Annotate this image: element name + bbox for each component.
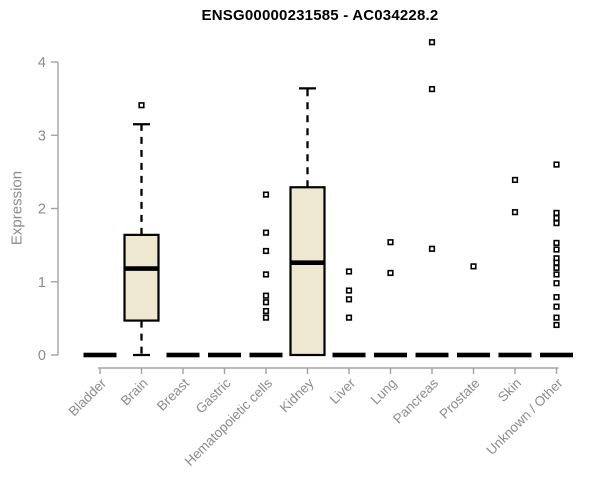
outlier-point [345,296,353,303]
y-tick-label: 3 [38,128,46,144]
collapsed-box [457,352,490,358]
y-tick-label: 1 [38,275,46,291]
iqr-box [123,233,160,322]
outlier-point [262,229,270,236]
iqr-box [289,186,326,357]
outlier-point [262,271,270,278]
chart-title: ENSG00000231585 - AC034228.2 [201,7,439,24]
outlier-point [345,287,353,294]
outlier-point [387,239,394,246]
y-tick-label: 2 [38,202,46,218]
outlier-point [553,264,560,271]
y-tick-label: 0 [38,348,46,364]
outlier-point [262,247,270,255]
outlier-point [553,239,560,247]
collapsed-box [249,352,283,358]
x-tick-label-pancreas: Pancreas [390,375,441,426]
x-tick-label-breast: Breast [154,375,192,413]
boxplot-gastric [208,352,241,358]
outlier-point [553,259,560,266]
collapsed-box [332,352,366,358]
outlier-point [345,268,353,275]
outlier-point [262,299,270,306]
boxplot-skin [498,176,532,358]
outlier-point [553,314,560,321]
outlier-point [262,292,270,299]
y-tick-label: 4 [38,55,46,71]
outlier-point [428,245,436,252]
boxplot-bladder [83,352,117,358]
outlier-point [511,176,519,184]
collapsed-box [540,352,573,358]
boxplot-kidney [289,87,326,357]
outlier-point [553,303,560,310]
outlier-point [553,246,560,253]
x-tick-label-prostate: Prostate [436,376,482,422]
outlier-point [387,269,394,277]
boxplot-breast [166,352,200,358]
collapsed-box [415,352,449,358]
outlier-point [470,263,477,270]
boxplot-prostate [457,263,490,358]
x-tick-label-bladder: Bladder [66,375,110,419]
x-tick-label-skin: Skin [495,376,524,405]
outlier-point [553,209,560,216]
collapsed-box [208,352,241,358]
outlier-point [553,161,560,168]
outlier-point [428,86,436,93]
x-tick-label-liver: Liver [327,375,359,407]
outlier-point [553,214,560,222]
outlier-point [262,307,270,315]
outlier-point [553,321,560,329]
boxplot-hematopoietic-cells [249,191,283,358]
outlier-point [138,102,145,109]
x-tick-label-gastric: Gastric [193,375,234,416]
boxplot-brain [123,102,160,357]
boxplot-pancreas [415,39,449,358]
x-tick-label-unknown-other: Unknown / Other [483,375,566,458]
y-axis: 0 1 2 3 4 [38,55,59,364]
collapsed-box [498,352,532,358]
x-tick-label-lung: Lung [368,376,400,408]
boxplot-liver [332,268,366,358]
collapsed-box [166,352,200,358]
boxplot-lung [374,239,407,358]
collapsed-box [83,352,117,358]
outlier-point [511,209,519,216]
boxplot-unknown-other [540,161,573,358]
outlier-point [553,294,560,301]
outlier-point [553,271,560,278]
outlier-point [553,280,560,287]
outlier-point [553,220,560,227]
outlier-point [428,39,436,46]
x-tick-label-brain: Brain [118,376,151,409]
outlier-point [345,314,353,321]
outlier-point [262,191,270,198]
x-tick-label-kidney: Kidney [277,375,317,415]
outlier-point [262,314,270,321]
collapsed-box [374,352,407,358]
